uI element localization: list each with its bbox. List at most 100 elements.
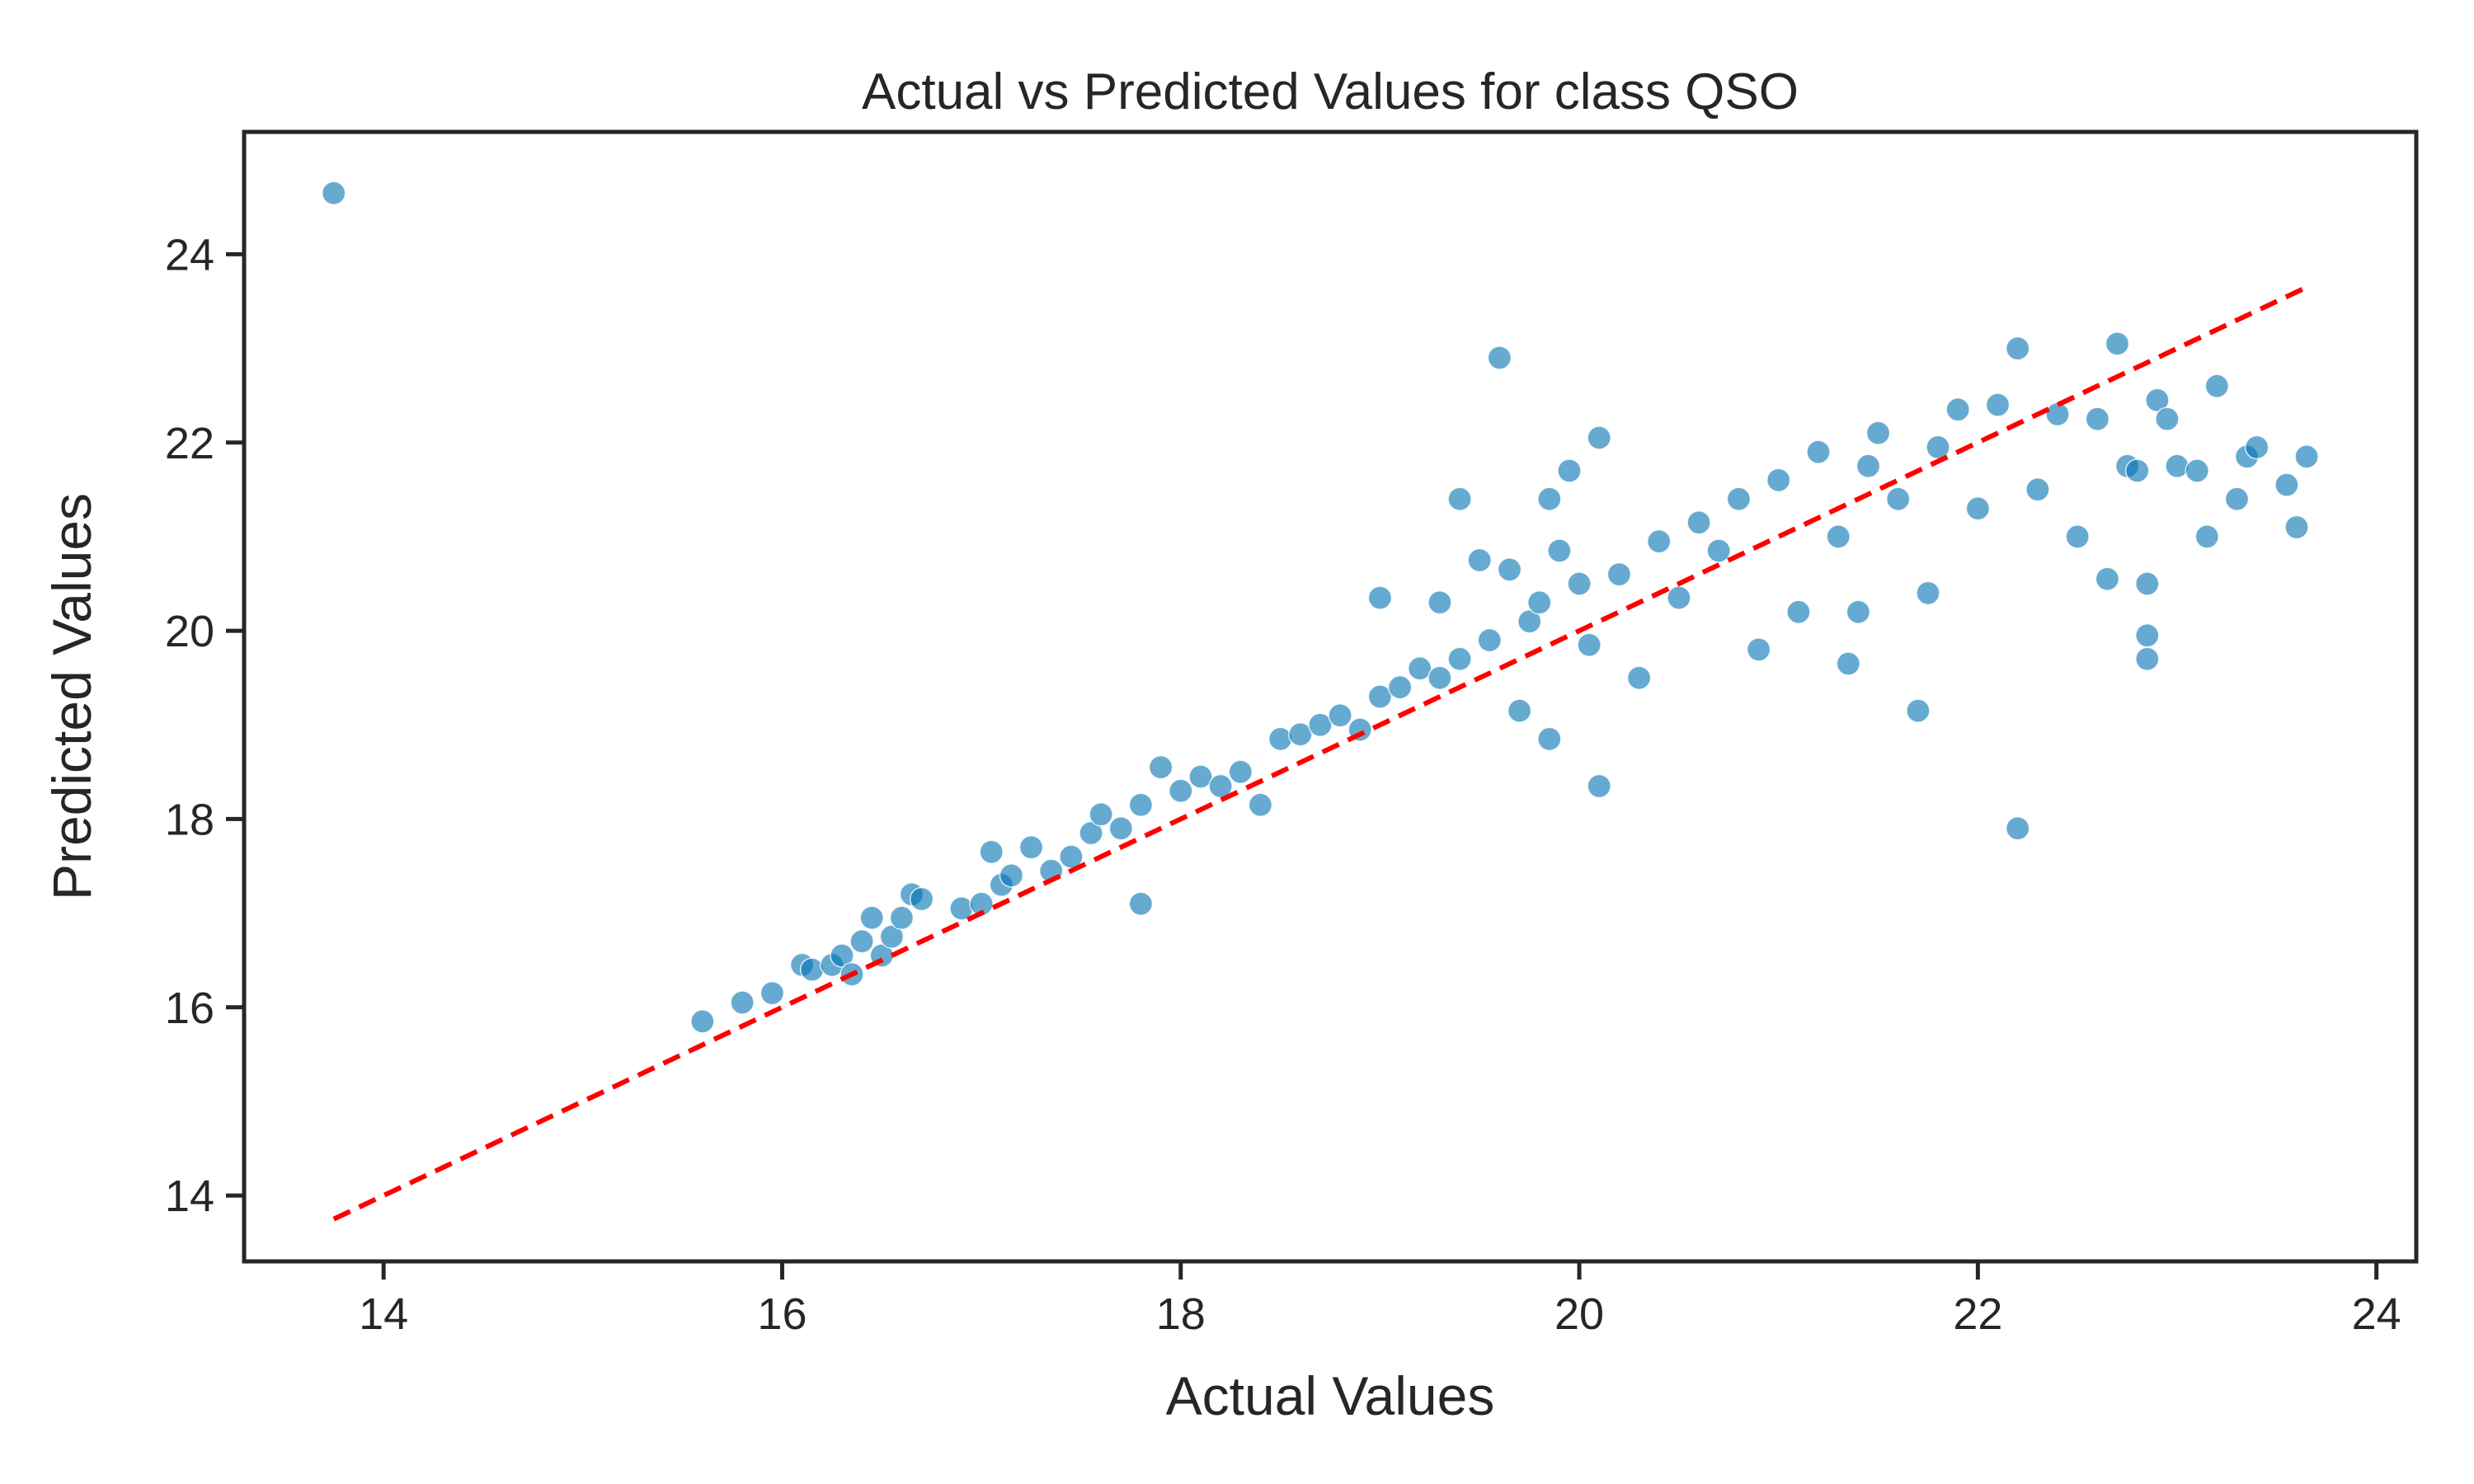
- y-tick-label: 18: [165, 795, 214, 844]
- data-point: [1606, 561, 1632, 587]
- data-point: [1537, 726, 1562, 752]
- data-point: [2005, 816, 2030, 841]
- data-point: [1288, 721, 1313, 747]
- data-point: [830, 943, 854, 968]
- data-point: [1557, 458, 1582, 483]
- data-point: [1567, 571, 1592, 596]
- y-tick-label: 14: [165, 1172, 214, 1221]
- data-point: [1427, 590, 1452, 615]
- data-point: [909, 886, 934, 912]
- data-point: [2145, 387, 2170, 413]
- data-point: [1407, 656, 1432, 681]
- data-point: [2284, 514, 2309, 540]
- data-point: [1856, 453, 1881, 479]
- data-point: [1248, 792, 1273, 818]
- data-point: [859, 905, 884, 931]
- data-point: [1945, 397, 1970, 422]
- data-point: [2025, 477, 2050, 502]
- data-point: [1786, 599, 1811, 625]
- data-point: [2185, 458, 2209, 483]
- data-point: [1906, 698, 1931, 723]
- y-tick-label: 20: [165, 607, 214, 656]
- data-point: [1836, 651, 1861, 676]
- data-point: [2124, 458, 2150, 483]
- data-point: [1985, 392, 2011, 417]
- data-point: [1547, 538, 1572, 563]
- data-point: [849, 929, 874, 954]
- data-point: [879, 924, 905, 949]
- y-axis-label: Predicted Values: [41, 493, 102, 900]
- data-point: [321, 181, 346, 205]
- data-point: [1916, 580, 1940, 606]
- data-point: [1587, 425, 1611, 450]
- x-tick-label: 16: [757, 1289, 807, 1339]
- data-point: [1228, 759, 1253, 785]
- data-point: [2135, 623, 2160, 648]
- data-point: [1108, 816, 1134, 841]
- data-point: [1308, 712, 1333, 738]
- data-point: [1646, 528, 1672, 554]
- x-tick-label: 22: [1953, 1289, 2002, 1339]
- data-point: [1079, 820, 1103, 846]
- x-tick-label: 18: [1156, 1289, 1206, 1339]
- data-point: [1169, 778, 1193, 803]
- x-axis: 14 16 18 20 22 24: [359, 1261, 2401, 1339]
- data-point: [2135, 571, 2160, 596]
- data-point: [730, 990, 755, 1015]
- data-point: [2105, 331, 2130, 356]
- data-point: [1447, 486, 1472, 512]
- data-point: [999, 863, 1024, 888]
- data-point: [1885, 486, 1911, 512]
- data-point: [2135, 646, 2160, 672]
- data-point: [2194, 524, 2220, 549]
- data-point: [2085, 406, 2110, 431]
- data-point: [1806, 439, 1831, 464]
- y-tick-label: 22: [165, 419, 214, 468]
- data-point: [1587, 773, 1611, 799]
- data-point: [2274, 472, 2299, 497]
- data-point: [1526, 590, 1552, 615]
- data-point: [2204, 373, 2230, 399]
- data-point: [1427, 665, 1452, 690]
- plot-frame: [242, 129, 2419, 1264]
- data-point: [1268, 726, 1293, 752]
- x-tick-label: 20: [1554, 1289, 1604, 1339]
- data-point: [1477, 627, 1503, 653]
- data-point: [2294, 444, 2319, 469]
- data-point: [1367, 684, 1393, 709]
- data-point: [2224, 486, 2250, 512]
- data-point: [1537, 486, 1562, 512]
- data-point: [1507, 698, 1532, 723]
- data-point: [1577, 632, 1602, 657]
- x-tick-label: 24: [2352, 1289, 2401, 1339]
- data-point: [2045, 402, 2070, 427]
- data-point: [1128, 891, 1154, 916]
- data-point: [2095, 566, 2120, 592]
- y-tick-label: 24: [165, 230, 214, 279]
- data-point: [2165, 453, 2189, 479]
- data-point: [1846, 599, 1871, 625]
- data-point: [1018, 834, 1044, 860]
- data-point: [1387, 674, 1413, 700]
- data-point: [2244, 434, 2269, 460]
- data-point: [1328, 703, 1352, 728]
- data-point: [1497, 557, 1522, 582]
- data-point: [1865, 420, 1891, 446]
- data-point: [1517, 608, 1542, 634]
- data-point: [2005, 336, 2030, 361]
- data-point: [1706, 538, 1731, 563]
- data-point: [1367, 585, 1393, 610]
- data-point: [690, 1009, 715, 1034]
- x-tick-label: 14: [359, 1289, 408, 1339]
- data-point: [2155, 406, 2180, 431]
- data-point: [1188, 764, 1213, 789]
- data-point: [1826, 524, 1851, 549]
- x-axis-label: Actual Values: [1166, 1365, 1495, 1426]
- data-point: [1148, 754, 1174, 780]
- chart-title: Actual vs Predicted Values for class QSO: [862, 63, 1799, 120]
- data-point: [1965, 495, 1991, 521]
- data-point: [1128, 792, 1154, 818]
- data-point: [1667, 585, 1691, 610]
